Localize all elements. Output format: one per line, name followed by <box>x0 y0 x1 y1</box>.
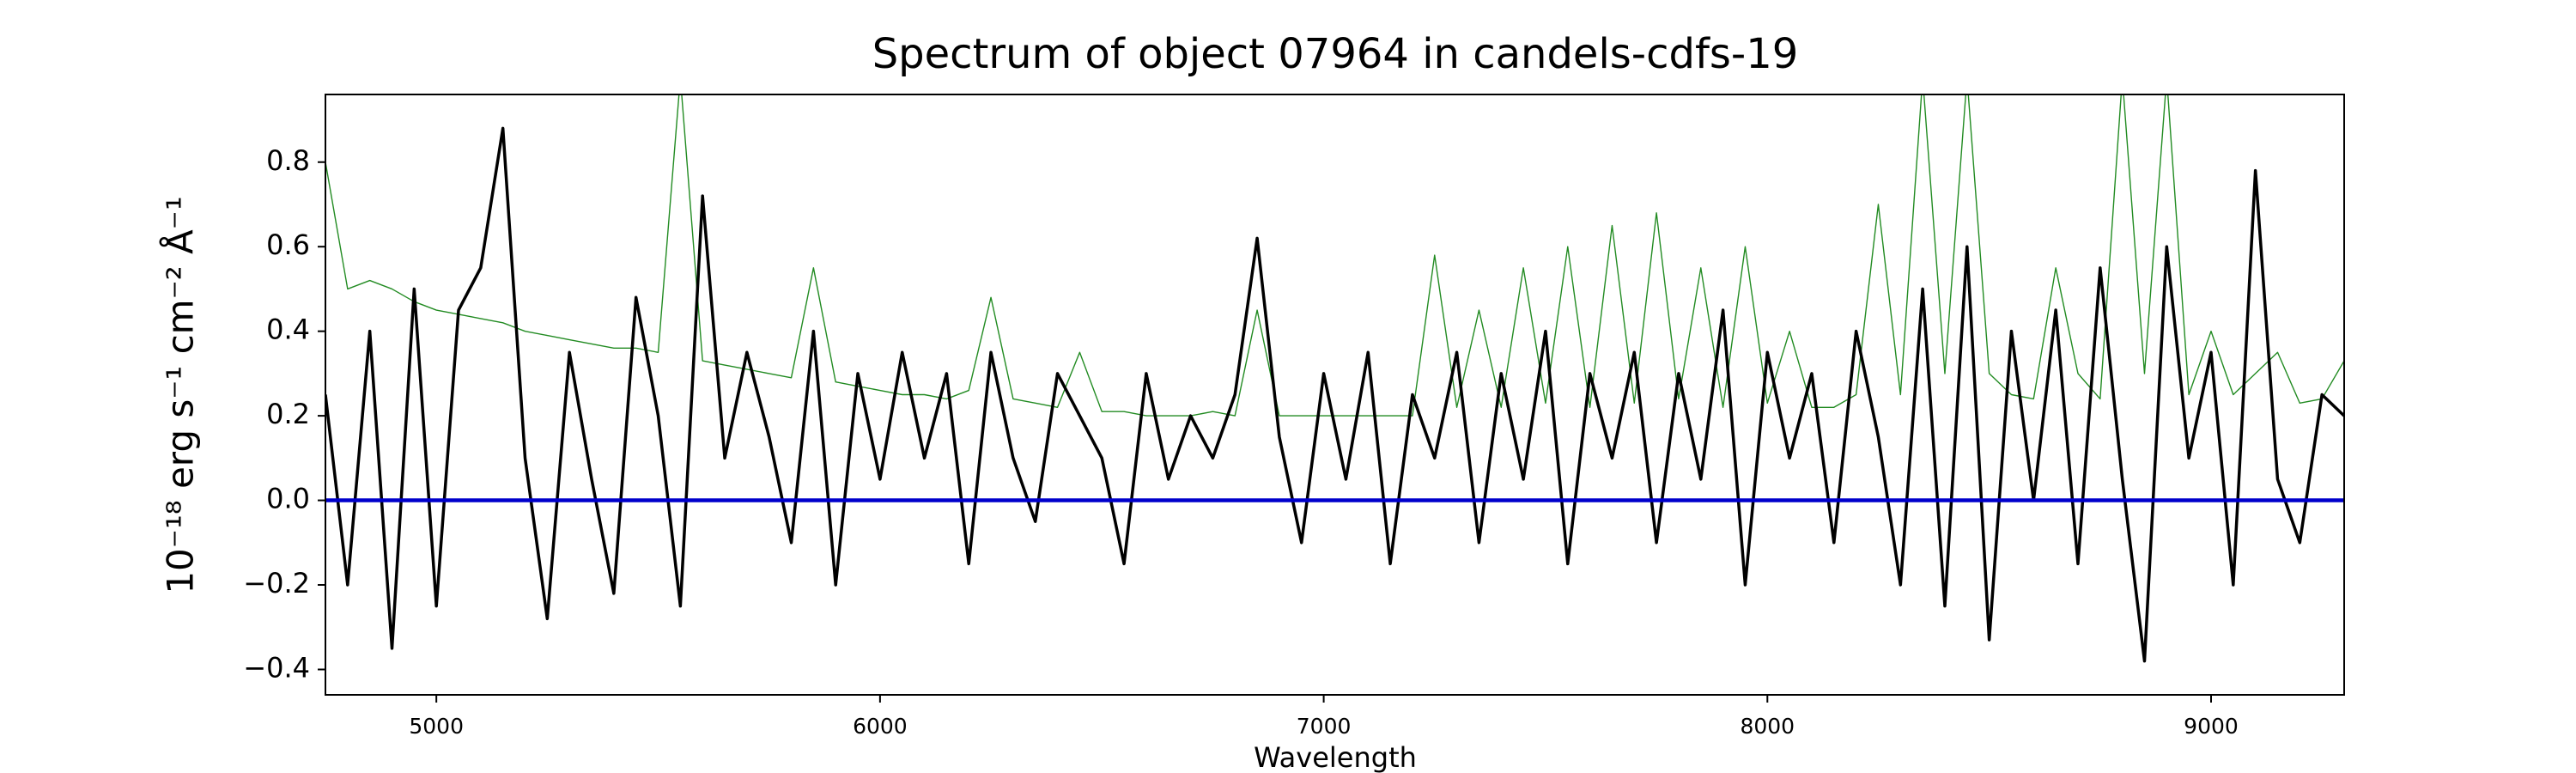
y-tick-label: 0.0 <box>266 483 310 515</box>
y-tick-label: 0.4 <box>266 313 310 346</box>
x-tick-label: 8000 <box>1740 714 1795 739</box>
y-tick-label: 0.6 <box>266 228 310 261</box>
chart-title: Spectrum of object 07964 in candels-cdfs… <box>872 30 1799 78</box>
spectrum-line <box>325 126 2344 663</box>
x-axis-label: Wavelength <box>1254 741 1417 773</box>
x-tick-label: 6000 <box>853 714 908 739</box>
x-tick-label: 9000 <box>2184 714 2239 739</box>
plot-frame <box>325 94 2345 696</box>
y-axis-label: 10⁻¹⁸ erg s⁻¹ cm⁻² Å⁻¹ <box>159 196 202 593</box>
y-tick-label: −0.2 <box>243 567 310 600</box>
y-tick-label: −0.4 <box>243 651 310 684</box>
spectrum-line <box>325 94 2344 417</box>
y-tick-label: 0.2 <box>266 398 310 430</box>
y-tick-label: 0.8 <box>266 144 310 177</box>
plot-area <box>325 94 2344 663</box>
x-tick-label: 7000 <box>1297 714 1352 739</box>
x-tick-label: 5000 <box>409 714 464 739</box>
